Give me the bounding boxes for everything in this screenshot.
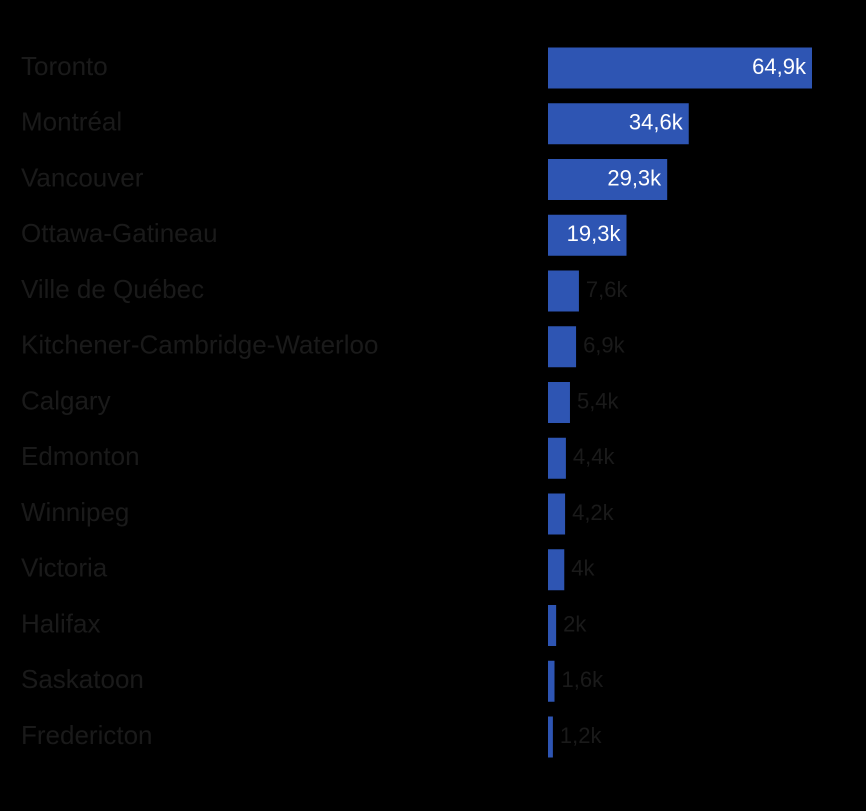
category-labels: Toronto Montréal Vancouver Ottawa-Gatineau V… <box>21 51 378 750</box>
category-label: Montréal <box>21 107 122 137</box>
value-label: 19,3k <box>567 221 622 246</box>
bar <box>548 270 579 312</box>
category-label: Victoria <box>21 553 108 583</box>
bar <box>548 159 668 200</box>
value-label: 5,4k <box>577 388 620 413</box>
value-label: 64,9k <box>752 54 807 79</box>
category-label: Halifax <box>21 608 100 638</box>
category-label: Toronto <box>21 51 108 81</box>
value-label: 4,2k <box>572 500 615 525</box>
value-label: 4,4k <box>573 444 616 469</box>
category-label: Saskatoon <box>21 664 144 694</box>
category-label: Ville de Québec <box>21 274 204 304</box>
value-label: 2k <box>563 611 587 636</box>
bar <box>548 214 627 256</box>
bar <box>548 103 689 145</box>
bar <box>548 326 577 368</box>
value-label: 1,6k <box>562 667 605 692</box>
category-label: Fredericton <box>21 720 153 750</box>
value-label: 6,9k <box>583 333 626 358</box>
value-label: 4k <box>571 556 595 581</box>
bar <box>548 716 553 758</box>
value-label: 34,6k <box>629 110 684 135</box>
category-label: Ottawa-Gatineau <box>21 218 218 248</box>
bar <box>548 549 565 591</box>
bar <box>548 493 566 535</box>
bar <box>548 605 557 646</box>
category-label: Calgary <box>21 385 111 415</box>
bar <box>548 660 555 702</box>
value-label: 7,6k <box>586 277 629 302</box>
value-label: 29,3k <box>607 165 662 190</box>
value-label: 1,2k <box>560 723 603 748</box>
bars <box>548 47 812 758</box>
category-label: Edmonton <box>21 441 140 471</box>
category-label: Kitchener-Cambridge-Waterloo <box>21 330 378 360</box>
bar <box>548 47 812 89</box>
category-label: Winnipeg <box>21 497 129 527</box>
value-labels: 64,9k 34,6k 29,3k 19,3k 7,6k 6,9k 5,4k 4,4k 4,2k… <box>560 54 807 748</box>
bar <box>548 382 570 423</box>
bar <box>548 437 566 479</box>
category-label: Vancouver <box>21 162 144 192</box>
